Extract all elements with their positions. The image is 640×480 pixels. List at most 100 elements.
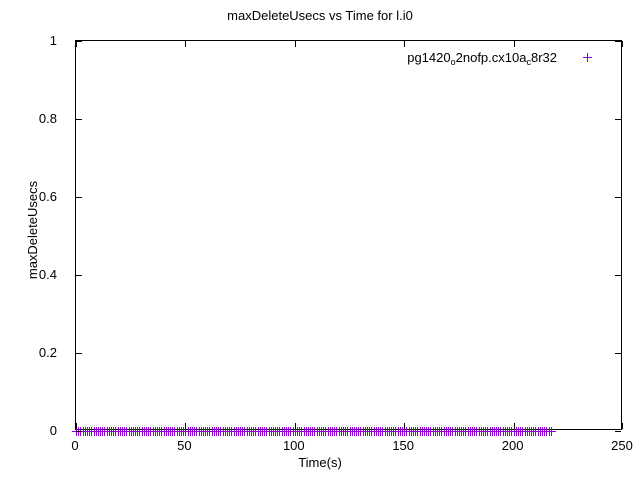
data-point-marker xyxy=(422,427,432,436)
data-point-marker xyxy=(104,427,114,436)
y-axis-tick xyxy=(76,275,82,276)
data-point-marker xyxy=(433,427,443,436)
x-axis-tick xyxy=(294,423,296,429)
data-point-marker xyxy=(120,427,130,436)
data-point-marker xyxy=(474,427,484,436)
data-point-marker xyxy=(389,427,399,436)
data-point-marker xyxy=(398,427,407,436)
data-point-marker xyxy=(314,427,324,436)
x-axis-tick xyxy=(76,41,77,47)
data-point-marker xyxy=(203,427,213,436)
x-axis-tick xyxy=(404,423,406,429)
data-point-marker xyxy=(535,427,545,436)
data-point-marker xyxy=(365,427,375,436)
data-point-marker xyxy=(345,427,355,436)
data-point-marker xyxy=(196,427,206,436)
data-point-marker xyxy=(144,427,154,436)
data-point-marker xyxy=(540,427,550,436)
data-point-marker xyxy=(446,427,456,436)
data-point-marker xyxy=(277,427,287,436)
data-point-marker xyxy=(408,427,418,436)
data-point-marker xyxy=(500,427,510,436)
data-point-marker xyxy=(378,427,388,436)
data-point-marker xyxy=(82,427,92,436)
data-point-marker xyxy=(218,427,228,436)
data-point-marker xyxy=(306,427,316,436)
y-axis-tick-label: 0.4 xyxy=(38,267,57,282)
data-point-marker xyxy=(376,427,386,436)
data-point-marker xyxy=(113,427,123,436)
data-point-marker xyxy=(236,427,246,436)
data-point-marker xyxy=(229,427,239,436)
data-point-marker xyxy=(312,427,322,436)
data-point-marker xyxy=(242,427,252,436)
x-axis-tick-label: 0 xyxy=(71,438,79,453)
data-point-marker xyxy=(323,427,333,436)
legend: pg1420o2nofp.cx10ac8r32 xyxy=(407,50,592,67)
data-point-marker xyxy=(443,427,453,436)
data-point-marker xyxy=(538,427,548,436)
data-point-marker xyxy=(174,427,184,436)
data-point-marker xyxy=(360,427,370,436)
data-point-marker xyxy=(266,427,276,436)
x-axis-tick xyxy=(513,41,515,47)
data-point-marker xyxy=(244,427,254,436)
y-axis-tick xyxy=(76,431,82,432)
x-axis-tick xyxy=(185,423,187,429)
data-point-marker xyxy=(454,427,464,436)
data-point-marker xyxy=(268,427,278,436)
data-point-marker xyxy=(382,427,392,436)
x-axis-tick xyxy=(622,41,623,47)
data-point-marker xyxy=(102,427,112,436)
x-axis-tick-label: 150 xyxy=(392,438,415,453)
data-point-marker xyxy=(391,427,401,436)
data-point-marker xyxy=(503,427,513,436)
data-point-marker xyxy=(100,427,110,436)
data-point-marker xyxy=(187,427,197,436)
data-point-marker xyxy=(424,427,434,436)
data-point-marker xyxy=(341,427,351,436)
data-point-marker xyxy=(524,427,534,436)
data-point-marker xyxy=(107,427,116,436)
y-axis-tick-label: 0.6 xyxy=(38,189,57,204)
data-point-marker xyxy=(185,427,195,436)
data-point-marker xyxy=(330,427,340,436)
y-axis-tick xyxy=(615,41,621,42)
data-point-marker xyxy=(227,427,237,436)
data-point-marker xyxy=(80,427,90,436)
data-point-marker xyxy=(142,427,152,436)
data-point-marker xyxy=(546,427,556,436)
data-point-marker xyxy=(115,427,125,436)
data-point-marker xyxy=(87,427,97,436)
data-point-marker xyxy=(135,427,145,436)
data-point-marker xyxy=(354,427,364,436)
data-point-marker xyxy=(194,427,204,436)
data-point-marker xyxy=(384,427,394,436)
data-point-marker xyxy=(271,427,281,436)
data-point-marker xyxy=(238,427,248,436)
y-axis-tick-label: 0.8 xyxy=(38,111,57,126)
data-point-marker xyxy=(489,427,499,436)
data-point-marker xyxy=(430,427,440,436)
plot-area xyxy=(72,40,623,436)
data-point-marker xyxy=(233,427,243,436)
data-point-marker xyxy=(117,427,127,436)
x-axis-tick xyxy=(513,423,515,429)
x-axis-tick xyxy=(294,41,296,47)
data-point-marker xyxy=(363,427,372,436)
data-point-marker xyxy=(146,427,156,436)
data-point-marker xyxy=(338,427,348,436)
x-axis-label: Time(s) xyxy=(298,455,342,470)
y-axis-tick xyxy=(76,119,82,120)
data-point-marker xyxy=(91,427,101,436)
y-axis-tick-label: 1 xyxy=(49,33,57,48)
data-point-marker xyxy=(441,427,451,436)
data-point-marker xyxy=(247,427,257,436)
data-point-marker xyxy=(257,427,267,436)
data-point-marker xyxy=(297,427,307,436)
data-point-marker xyxy=(310,427,320,436)
data-point-marker xyxy=(264,427,274,436)
data-point-marker xyxy=(284,427,294,436)
data-point-marker xyxy=(426,427,436,436)
data-point-marker xyxy=(148,427,158,436)
